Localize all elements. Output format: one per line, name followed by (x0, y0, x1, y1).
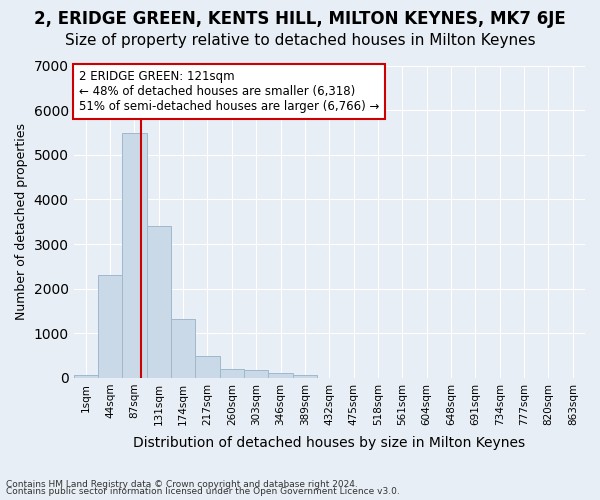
Bar (293, 375, 317, 378)
Bar (146, 226, 171, 378)
Y-axis label: Number of detached properties: Number of detached properties (15, 123, 28, 320)
X-axis label: Distribution of detached houses by size in Milton Keynes: Distribution of detached houses by size … (133, 436, 526, 450)
Bar (74, 374, 98, 378)
Bar (220, 369, 244, 378)
Text: Size of property relative to detached houses in Milton Keynes: Size of property relative to detached ho… (65, 32, 535, 48)
Bar (244, 370, 268, 378)
Text: 2 ERIDGE GREEN: 121sqm
← 48% of detached houses are smaller (6,318)
51% of semi-: 2 ERIDGE GREEN: 121sqm ← 48% of detached… (79, 70, 379, 113)
Bar (171, 320, 196, 378)
Bar (268, 374, 293, 378)
Bar (122, 134, 146, 378)
Bar (98, 276, 122, 378)
Bar (196, 356, 220, 378)
Text: 2, ERIDGE GREEN, KENTS HILL, MILTON KEYNES, MK7 6JE: 2, ERIDGE GREEN, KENTS HILL, MILTON KEYN… (34, 10, 566, 28)
Text: Contains public sector information licensed under the Open Government Licence v3: Contains public sector information licen… (6, 488, 400, 496)
Text: Contains HM Land Registry data © Crown copyright and database right 2024.: Contains HM Land Registry data © Crown c… (6, 480, 358, 489)
